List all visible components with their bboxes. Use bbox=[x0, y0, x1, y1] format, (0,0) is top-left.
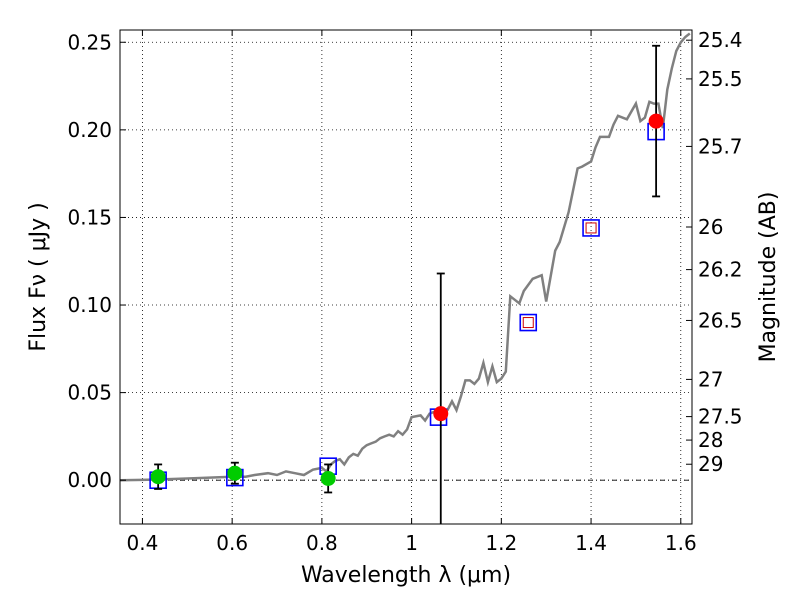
upper-limit-square bbox=[522, 317, 534, 329]
magnitude-tick-label: 26.5 bbox=[698, 308, 743, 332]
magnitude-tick-label: 26 bbox=[698, 215, 723, 239]
magnitude-tick-label: 25.5 bbox=[698, 67, 743, 91]
plot-frame bbox=[119, 29, 693, 525]
model-spectrum-line bbox=[119, 32, 691, 482]
x-tick-label: 0.4 bbox=[127, 531, 159, 555]
model-flux-square bbox=[519, 313, 538, 332]
y-tick-label: 0.05 bbox=[67, 381, 112, 405]
y-tick-label: 0.15 bbox=[67, 205, 112, 229]
magnitude-tick-label: 29 bbox=[698, 452, 723, 476]
y-tick-label: 0.20 bbox=[67, 118, 112, 142]
magnitude-tick-label: 27.5 bbox=[698, 405, 743, 429]
magnitude-tick-label: 25.7 bbox=[698, 134, 743, 158]
x-tick-label: 1 bbox=[405, 531, 418, 555]
y-tick-label: 0.25 bbox=[67, 30, 112, 54]
magnitude-tick-label: 28 bbox=[698, 428, 723, 452]
detection-point bbox=[320, 470, 336, 486]
x-tick-label: 1.4 bbox=[575, 531, 607, 555]
x-tick-label: 1.2 bbox=[485, 531, 517, 555]
x-tick-label: 0.8 bbox=[306, 531, 338, 555]
markers bbox=[149, 44, 665, 524]
model-flux-square bbox=[582, 219, 600, 237]
magnitude-axis-label: Magnitude (AB) bbox=[756, 192, 781, 363]
y-axis-label: Flux Fν ( μJy ) bbox=[26, 202, 51, 351]
magnitude-tick-label: 25.4 bbox=[698, 28, 743, 52]
spectrum bbox=[119, 32, 691, 482]
y-tick-label: 0.00 bbox=[67, 468, 112, 492]
x-axis: 0.4 0.6 0.8 1 1.2 1.4 1.6 bbox=[127, 30, 697, 555]
y-tick-label: 0.10 bbox=[67, 293, 112, 317]
upper-limit-square bbox=[585, 222, 597, 234]
detection-point bbox=[150, 469, 166, 485]
detection-point bbox=[648, 113, 664, 129]
detection-point bbox=[227, 465, 243, 481]
x-tick-label: 0.6 bbox=[216, 531, 248, 555]
detection-point bbox=[433, 406, 449, 422]
x-axis-label: Wavelength λ (μm) bbox=[301, 563, 511, 588]
y-axis: 0.00 0.05 0.10 0.15 0.20 0.25 bbox=[67, 30, 126, 492]
magnitude-tick-label: 27 bbox=[698, 367, 723, 391]
x-tick-label: 1.6 bbox=[665, 531, 697, 555]
magnitude-tick-label: 26.2 bbox=[698, 258, 743, 282]
